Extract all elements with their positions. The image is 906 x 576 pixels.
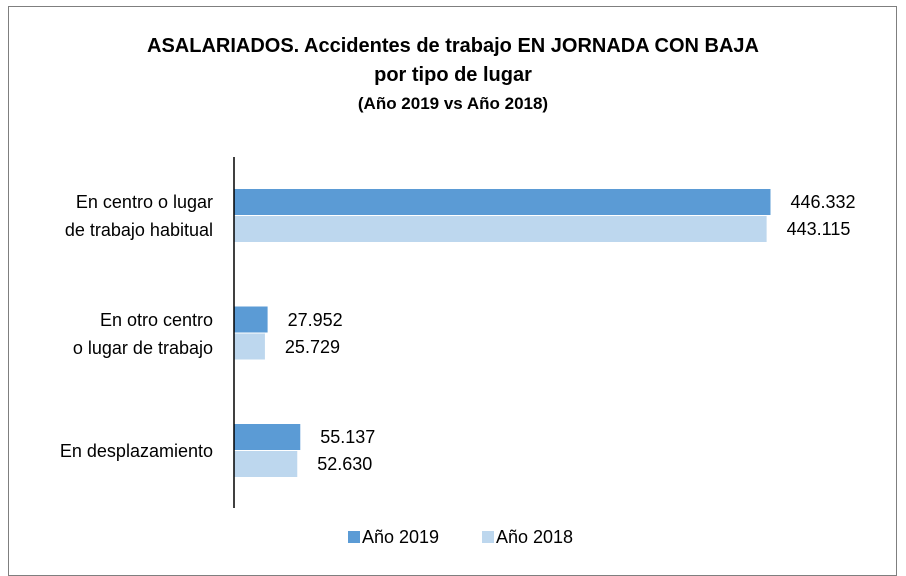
bar — [234, 306, 268, 333]
chart-subtitle: (Año 2019 vs Año 2018) — [357, 94, 549, 113]
bar — [234, 189, 771, 215]
category-label: En otro centro o lugar de trabajo — [72, 309, 213, 358]
value-label: 27.952 — [287, 309, 343, 330]
value-label: 446.332 — [790, 192, 856, 212]
bar — [234, 451, 298, 477]
legend-label: Año 2018 — [496, 527, 574, 547]
legend-swatch — [482, 531, 494, 543]
value-label: 443.115 — [786, 219, 851, 239]
chart-title: ASALARIADOS. Accidentes de trabajo EN JO… — [147, 35, 759, 86]
bar — [234, 216, 767, 242]
category-label: En desplazamiento — [59, 441, 213, 461]
value-label: 25.729 — [284, 336, 340, 357]
value-label: 52.630 — [317, 454, 373, 474]
bar — [234, 333, 265, 360]
legend-swatch — [348, 531, 360, 543]
category-label: En centro o lugar de trabajo habitual — [64, 192, 213, 240]
value-label: 55.137 — [320, 427, 376, 447]
bar — [234, 424, 301, 450]
legend-label: Año 2019 — [362, 527, 440, 547]
